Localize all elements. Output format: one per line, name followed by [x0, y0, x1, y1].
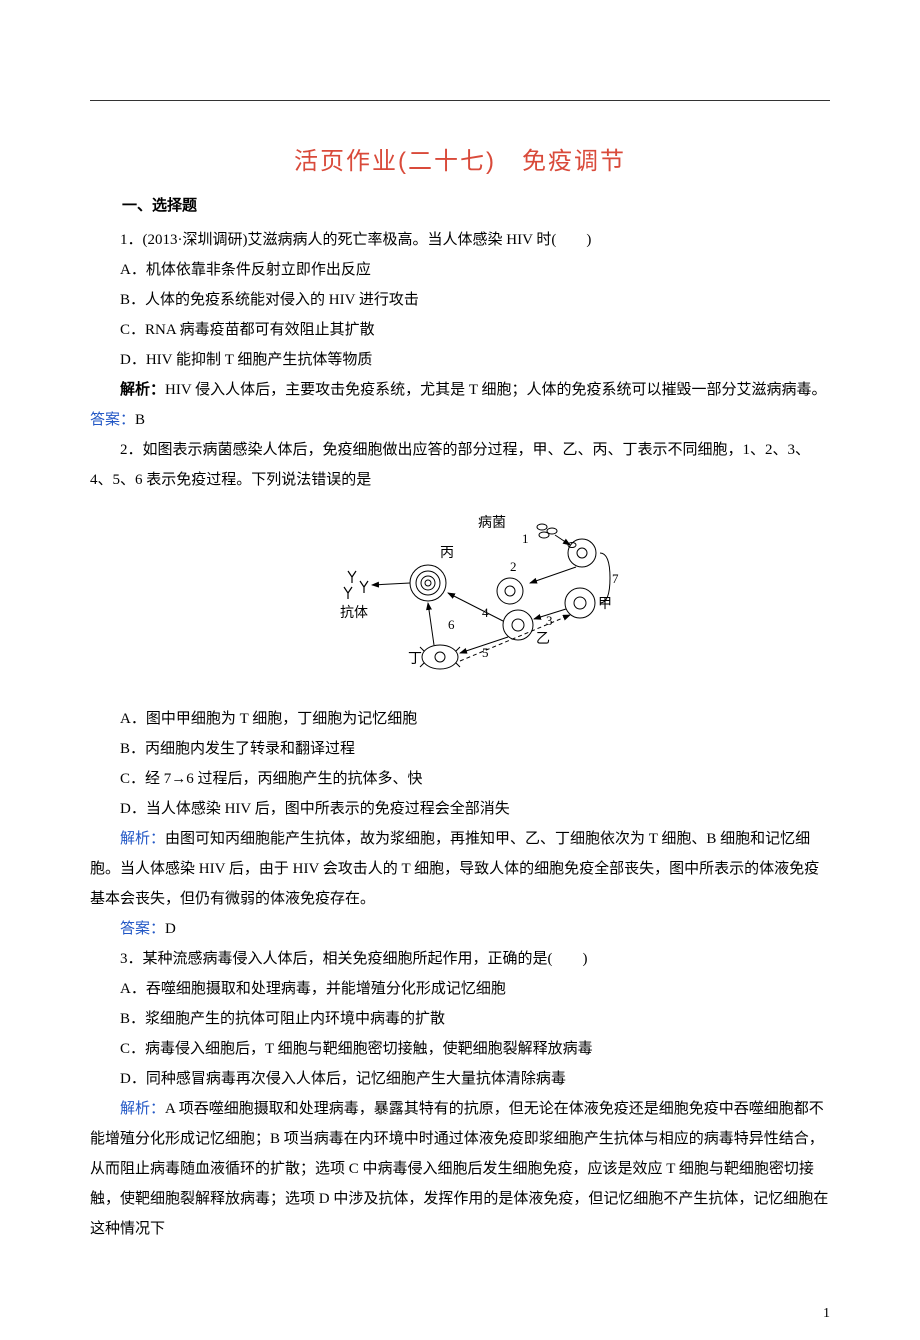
q2-option-d: D．当人体感染 HIV 后，图中所表示的免疫过程会全部消失: [90, 794, 830, 824]
label-7: 7: [612, 571, 619, 586]
q1-answer-label: 答案：: [90, 412, 135, 428]
page-number: 1: [823, 1306, 830, 1322]
label-1: 1: [522, 531, 529, 546]
header-rule: [90, 100, 830, 101]
q3-analysis-label: 解析：: [120, 1101, 165, 1117]
arrow-to-antibody: [372, 583, 410, 585]
label-4: 4: [482, 605, 489, 620]
label-3: 3: [546, 613, 553, 628]
q3-option-c: C．病毒侵入细胞后，T 细胞与靶细胞密切接触，使靶细胞裂解释放病毒: [90, 1034, 830, 1064]
cell-yi: [503, 610, 533, 640]
q2-stem: 2．如图表示病菌感染人体后，免疫细胞做出应答的部分过程，甲、乙、丙、丁表示不同细…: [90, 435, 830, 495]
label-6: 6: [448, 617, 455, 632]
q2-analysis-text: 由图可知丙细胞能产生抗体，故为浆细胞，再推知甲、乙、丁细胞依次为 T 细胞、B …: [90, 831, 819, 907]
q2-analysis-label: 解析：: [120, 831, 165, 847]
arrow-6: [428, 603, 434, 645]
label-bingjun: 病菌: [478, 515, 506, 531]
arrow-2: [530, 567, 576, 583]
section-heading: 一、选择题: [122, 194, 830, 215]
cell-center: [497, 578, 523, 604]
q3-analysis: 解析：A 项吞噬细胞摄取和处理病毒，暴露其特有的抗原，但无论在体液免疫还是细胞免…: [90, 1094, 830, 1244]
antibody-icon: [344, 571, 368, 599]
label-2: 2: [510, 559, 517, 574]
arrow-1: [555, 535, 570, 545]
label-yi: 乙: [536, 631, 550, 647]
q2-option-c: C．经 7→6 过程后，丙细胞产生的抗体多、快: [90, 764, 830, 794]
q2-diagram: 病菌 1 甲 2 7: [90, 505, 830, 690]
bracket-7: [600, 553, 610, 603]
label-kangti: 抗体: [340, 605, 368, 621]
pathogen-icon: [537, 524, 557, 538]
q2-answer-label: 答案：: [120, 921, 165, 937]
cell-bing: [410, 565, 446, 601]
q1-analysis-text: HIV 侵入人体后，主要攻击免疫系统，尤其是 T 细胞；人体的免疫系统可以摧毁一…: [165, 382, 827, 398]
q2-analysis: 解析：由图可知丙细胞能产生抗体，故为浆细胞，再推知甲、乙、丁细胞依次为 T 细胞…: [90, 824, 830, 914]
label-5: 5: [482, 645, 489, 660]
q1-option-d: D．HIV 能抑制 T 细胞产生抗体等物质: [90, 345, 830, 375]
cell-ding: [420, 645, 460, 669]
q2-option-b: B．丙细胞内发生了转录和翻译过程: [90, 734, 830, 764]
arrow-4: [448, 593, 503, 621]
label-jia: 甲: [598, 597, 612, 612]
page-title: 活页作业(二十七) 免疫调节: [90, 141, 830, 176]
arrow-dashed: [460, 615, 570, 661]
q1-analysis: 解析：HIV 侵入人体后，主要攻击免疫系统，尤其是 T 细胞；人体的免疫系统可以…: [90, 375, 830, 405]
q3-option-b: B．浆细胞产生的抗体可阻止内环境中病毒的扩散: [90, 1004, 830, 1034]
q1-option-a: A．机体依靠非条件反射立即作出反应: [90, 255, 830, 285]
q2-answer: 答案：D: [90, 914, 830, 944]
q2-option-a: A．图中甲细胞为 T 细胞，丁细胞为记忆细胞: [90, 704, 830, 734]
q3-option-a: A．吞噬细胞摄取和处理病毒，并能增殖分化形成记忆细胞: [90, 974, 830, 1004]
q1-option-b: B．人体的免疫系统能对侵入的 HIV 进行攻击: [90, 285, 830, 315]
cell-jia: [565, 588, 595, 618]
q3-analysis-text: A 项吞噬细胞摄取和处理病毒，暴露其特有的抗原，但无论在体液免疫还是细胞免疫中吞…: [90, 1101, 828, 1237]
q3-stem: 3．某种流感病毒侵入人体后，相关免疫细胞所起作用，正确的是( ): [90, 944, 830, 974]
q1-option-c: C．RNA 病毒疫苗都可有效阻止其扩散: [90, 315, 830, 345]
q1-analysis-label: 解析：: [120, 382, 165, 398]
q1-answer-text: B: [135, 412, 145, 428]
label-bing: 丙: [440, 546, 454, 561]
q2-answer-text: D: [165, 921, 176, 937]
label-ding: 丁: [408, 652, 422, 667]
cell-initial: [568, 539, 596, 567]
q3-option-d: D．同种感冒病毒再次侵入人体后，记忆细胞产生大量抗体清除病毒: [90, 1064, 830, 1094]
q1-answer: 答案：B: [90, 405, 830, 435]
q1-stem: 1．(2013·深圳调研)艾滋病病人的死亡率极高。当人体感染 HIV 时( ): [90, 225, 830, 255]
